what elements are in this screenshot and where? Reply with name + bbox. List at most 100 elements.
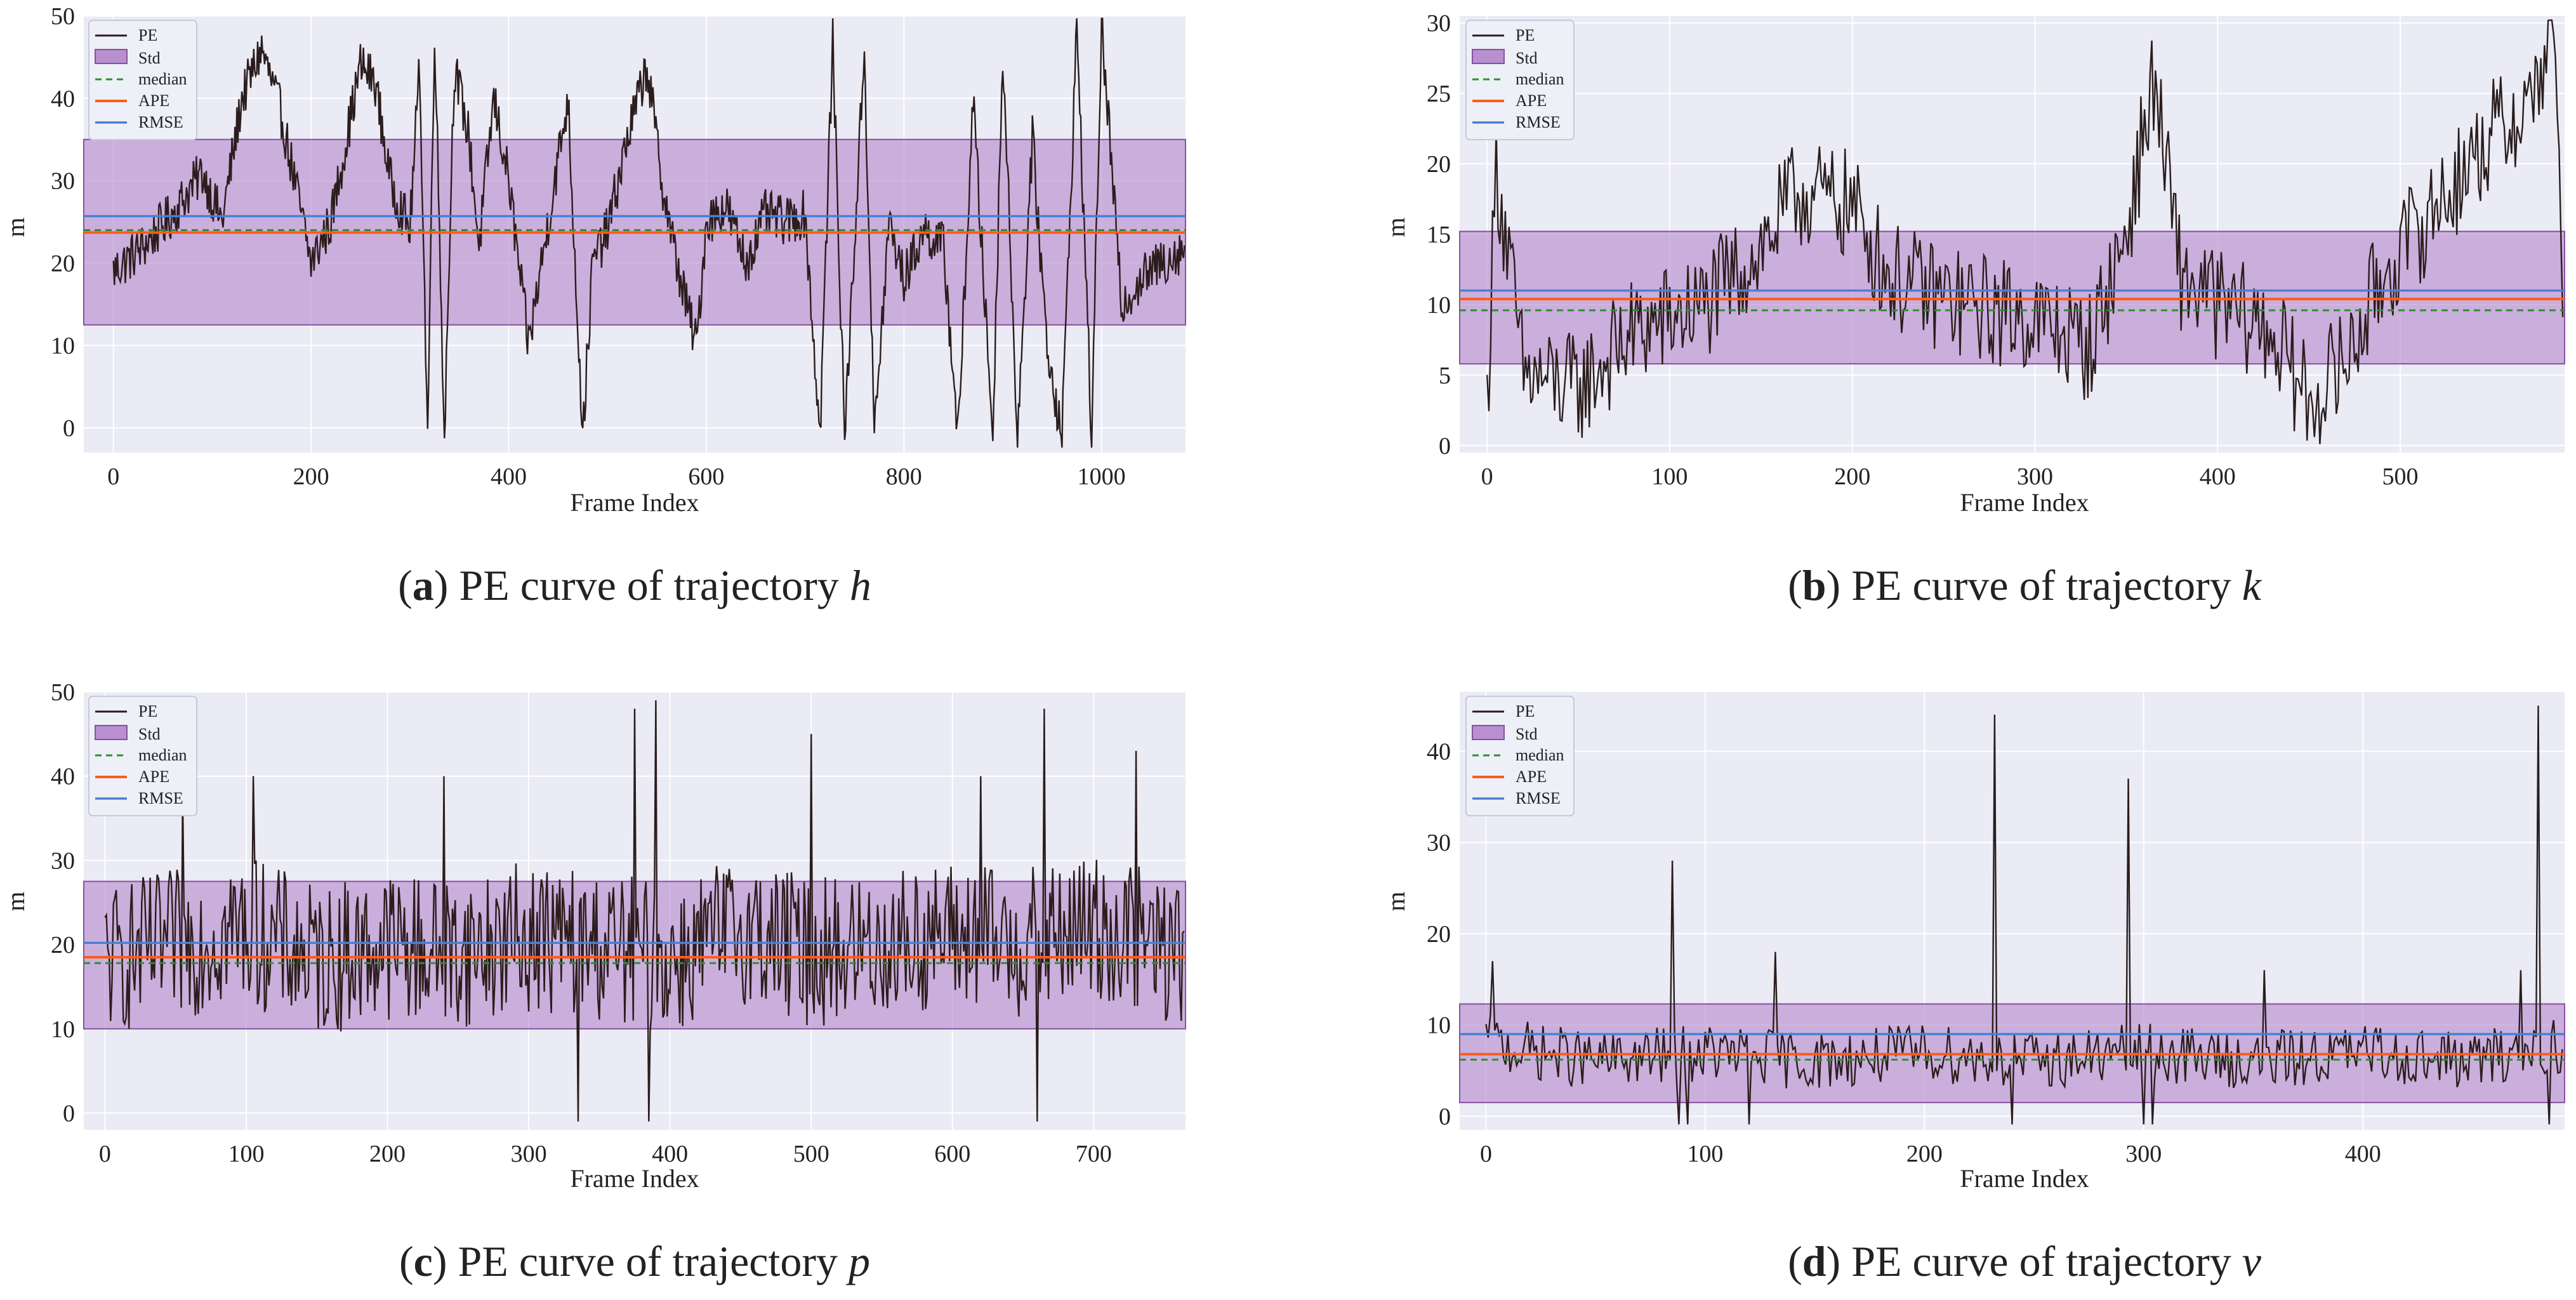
x-tick-label: 100 [228,1141,264,1167]
x-tick-label: 200 [369,1141,406,1167]
panel-c-ylabel: m [1,891,30,911]
legend-label: PE [138,702,157,720]
panel-b-caption: (b) PE curve of trajectory k [1788,561,2262,609]
panel-c-xlabel: Frame Index [570,1164,699,1193]
legend-label: RMSE [138,113,183,131]
y-tick-label: 50 [51,679,75,706]
x-tick-label: 600 [688,463,724,490]
panel-a-pe-line [112,17,1186,448]
x-tick-label: 0 [99,1141,111,1167]
x-tick-label: 400 [2345,1141,2381,1167]
legend-label: APE [138,91,169,110]
y-tick-label: 30 [51,847,75,874]
legend-label: RMSE [1516,113,1561,131]
y-tick-label: 0 [1439,1103,1451,1130]
legend-label: RMSE [1516,789,1561,807]
y-tick-label: 10 [51,1016,75,1043]
y-tick-label: 40 [51,86,75,112]
panel-c: 0 10 20 30 40 50 0 100 200 300 400 500 600 700 Frame… [1,679,1186,1285]
x-tick-label: 700 [1076,1141,1112,1167]
x-tick-label: 1000 [1078,463,1126,490]
y-tick-label: 30 [1427,10,1451,37]
legend-label: RMSE [138,789,183,807]
y-tick-label: 20 [1427,151,1451,178]
y-tick-label: 15 [1427,222,1451,248]
y-tick-label: 20 [51,932,75,958]
legend-label: median [1516,70,1564,88]
y-tick-label: 30 [1427,830,1451,856]
x-tick-label: 500 [2382,463,2419,490]
legend-label: PE [138,26,157,44]
panel-a: 0 10 20 30 40 50 0 200 400 600 800 1000 Frame Inde… [1,3,1186,609]
panel-c-caption: (c) PE curve of trajectory p [399,1237,870,1285]
x-tick-label: 400 [652,1141,688,1167]
panel-b-xlabel: Frame Index [1960,488,2089,517]
x-tick-label: 400 [491,463,527,490]
panel-b: 0 5 10 15 20 25 30 0 100 200 300 400 500 Frame Inde… [1382,10,2565,609]
caption-var: k [2242,561,2262,609]
y-tick-label: 40 [1427,738,1451,765]
legend-label: APE [1516,91,1547,110]
panel-a-ylabel: m [1,217,30,237]
caption-var: v [2242,1237,2262,1285]
y-tick-label: 20 [51,250,75,277]
y-tick-label: 10 [1427,1012,1451,1039]
x-tick-label: 500 [793,1141,829,1167]
panel-a-caption: (a) PE curve of trajectory h [398,561,871,609]
legend-label: median [138,70,187,88]
y-tick-label: 0 [1439,433,1451,460]
legend-label: Std [1516,725,1538,743]
panel-b-legend: PE Std median APE RMSE [1465,20,1575,140]
caption-var: p [846,1237,870,1285]
y-tick-label: 10 [1427,292,1451,319]
panel-d-pe-line [1485,705,2563,1125]
panel-d-caption: (d) PE curve of trajectory v [1788,1237,2262,1285]
panel-d-legend: PE Std median APE RMSE [1465,696,1575,816]
legend-label: median [1516,746,1564,764]
x-tick-label: 600 [934,1141,970,1167]
panel-b-ylabel: m [1382,217,1410,237]
caption-text: PE curve of trajectory [1851,561,2231,609]
panel-a-legend: PE Std median APE RMSE [88,20,197,140]
y-tick-label: 50 [51,3,75,30]
legend-label: APE [1516,767,1547,786]
panel-d-xlabel: Frame Index [1960,1164,2089,1193]
caption-text: PE curve of trajectory [458,1237,838,1285]
y-tick-label: 0 [63,415,75,442]
x-tick-label: 300 [2017,463,2053,490]
x-tick-label: 200 [1906,1141,1943,1167]
x-tick-label: 200 [293,463,329,490]
panel-a-xlabel: Frame Index [570,488,699,517]
x-tick-label: 0 [1480,1141,1492,1167]
y-tick-label: 5 [1439,362,1451,389]
x-tick-label: 100 [1687,1141,1723,1167]
legend-label: median [138,746,187,764]
caption-letter: b [1802,561,1826,609]
panel-d-ylabel: m [1382,891,1410,911]
y-tick-label: 30 [51,168,75,195]
legend-label: Std [138,49,161,67]
caption-text: PE curve of trajectory [459,561,839,609]
caption-letter: c [414,1237,433,1285]
x-tick-label: 200 [1834,463,1870,490]
x-tick-label: 300 [2125,1141,2162,1167]
panel-c-legend: PE Std median APE RMSE [88,696,197,816]
x-tick-label: 800 [886,463,922,490]
caption-var: h [850,561,871,609]
x-tick-label: 400 [2200,463,2236,490]
caption-letter: d [1802,1237,1826,1285]
x-tick-label: 100 [1651,463,1688,490]
legend-label: APE [138,767,169,786]
legend-label: PE [1516,702,1535,720]
y-tick-label: 40 [51,764,75,790]
panel-d: 0 10 20 30 40 0 100 200 300 400 Frame Index m PE… [1382,692,2565,1285]
y-tick-label: 25 [1427,81,1451,107]
x-tick-label: 0 [1481,463,1493,490]
y-tick-label: 0 [63,1100,75,1127]
x-tick-label: 300 [511,1141,547,1167]
legend-label: Std [1516,49,1538,67]
legend-label: PE [1516,26,1535,44]
y-tick-label: 10 [51,333,75,359]
caption-text: PE curve of trajectory [1851,1237,2231,1285]
